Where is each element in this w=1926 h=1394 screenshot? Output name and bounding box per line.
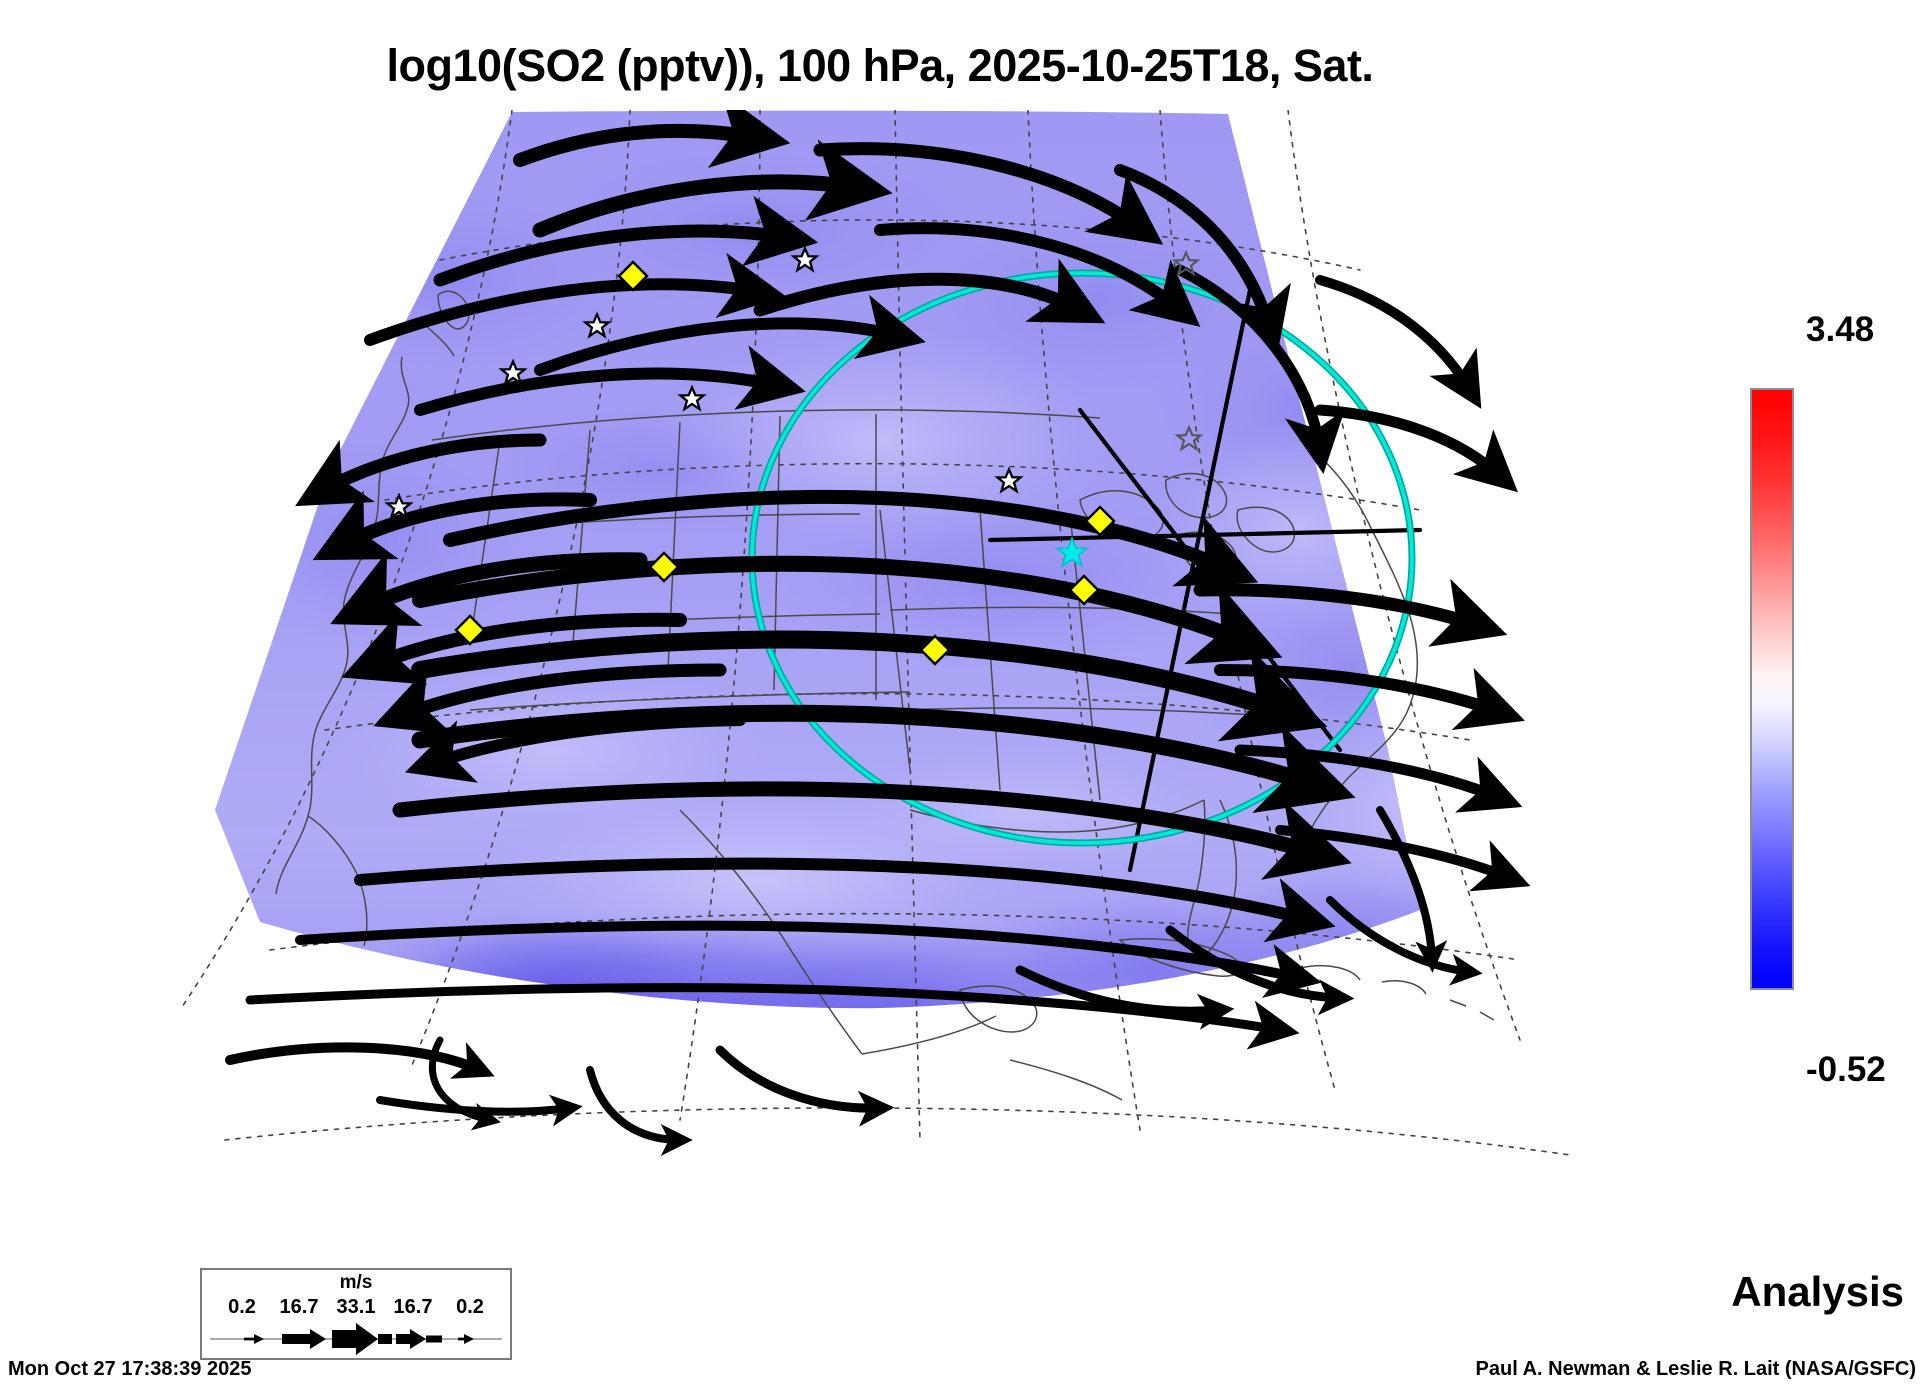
wind-arrow-scale-icon: [210, 1323, 502, 1355]
render-timestamp: Mon Oct 27 17:38:39 2025: [8, 1358, 252, 1380]
station-star-markers[interactable]: [384, 245, 1204, 520]
page-title: log10(SO2 (pptv)), 100 hPa, 2025-10-25T1…: [386, 40, 1374, 91]
wind-value-4: 0.2: [456, 1296, 484, 1318]
map-canvas[interactable]: [120, 110, 1680, 1280]
colorbar-max-label: 3.48: [1806, 310, 1875, 349]
wind-unit-label: m/s: [339, 1272, 373, 1293]
wind-value-0: 0.2: [228, 1296, 256, 1318]
wind-value-2: 33.1: [336, 1296, 376, 1318]
wind-value-3: 16.7: [393, 1296, 433, 1318]
colorbar-min-label: -0.52: [1806, 1050, 1886, 1089]
wind-value-row: 0.2 16.7 33.1 16.7 0.2: [202, 1296, 510, 1319]
wind-value-1: 16.7: [279, 1296, 319, 1318]
event-center-marker[interactable]: [1054, 536, 1090, 568]
wind-speed-legend: m/s 0.2 16.7 33.1 16.7 0.2: [200, 1268, 512, 1360]
map-panel[interactable]: [120, 110, 1680, 1280]
author-credits: Paul A. Newman & Leslie R. Lait (NASA/GS…: [1475, 1358, 1916, 1380]
wind-streamlines: [225, 110, 1531, 1156]
volcano-diamond-markers[interactable]: [454, 260, 1116, 666]
colorbar-gradient: [1750, 388, 1794, 990]
colorbar[interactable]: [1750, 388, 1794, 990]
analysis-label: Analysis: [1731, 1268, 1904, 1315]
